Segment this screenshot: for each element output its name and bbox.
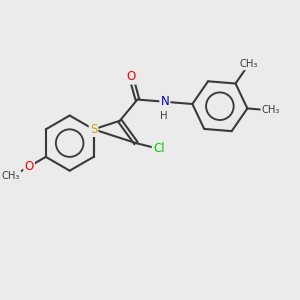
- Text: CH₃: CH₃: [262, 105, 280, 115]
- Text: H: H: [160, 111, 167, 121]
- Text: N: N: [160, 95, 169, 108]
- Text: O: O: [24, 160, 34, 173]
- Text: Cl: Cl: [153, 142, 165, 155]
- Text: CH₃: CH₃: [240, 59, 258, 69]
- Text: O: O: [127, 70, 136, 83]
- Text: CH₃: CH₃: [2, 171, 20, 181]
- Text: S: S: [90, 123, 97, 136]
